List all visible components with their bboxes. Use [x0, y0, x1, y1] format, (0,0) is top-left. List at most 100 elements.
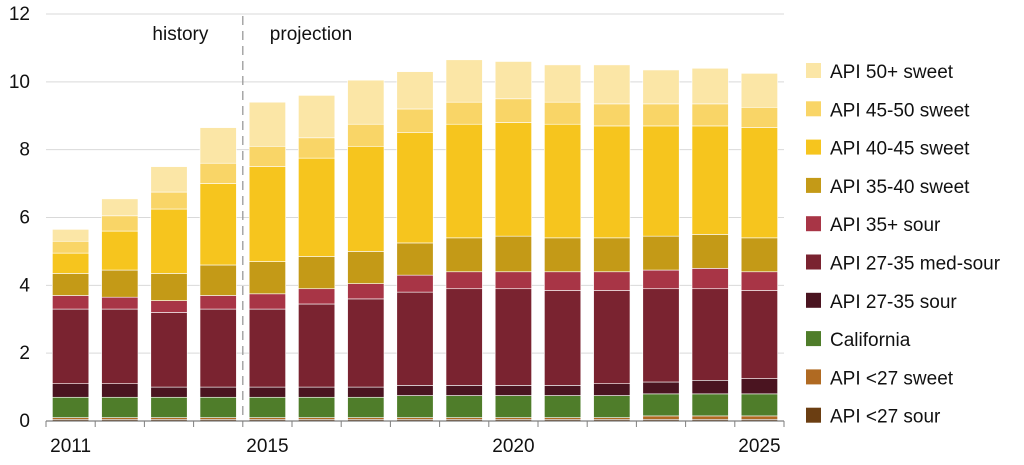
- bar-segment: [347, 396, 385, 418]
- bar-segment: [52, 383, 90, 398]
- bar-segment: [199, 162, 237, 184]
- bar-segment: [101, 198, 139, 217]
- legend-swatch: [806, 331, 821, 347]
- bar-segment: [52, 308, 90, 384]
- bar-segment: [101, 230, 139, 271]
- legend-swatch: [806, 216, 821, 232]
- y-tick-label: 6: [19, 208, 30, 229]
- bar-segment: [494, 288, 532, 386]
- bar-segment: [740, 127, 778, 239]
- bar-segment: [347, 123, 385, 147]
- bar-segment: [150, 208, 188, 274]
- bar-segment: [150, 386, 188, 398]
- bar-segment: [248, 293, 286, 310]
- y-tick-label: 8: [19, 140, 30, 161]
- bar-segment: [593, 125, 631, 239]
- x-tick-label: 2011: [50, 436, 91, 457]
- legend-swatch: [806, 139, 821, 155]
- bar-segment: [642, 381, 680, 395]
- y-tick-label: 10: [9, 72, 30, 93]
- bar-segment: [445, 101, 483, 125]
- legend-label: API <27 sweet: [830, 368, 954, 389]
- legend-label: California: [830, 330, 911, 351]
- bar-segment: [347, 283, 385, 300]
- bar-segment: [642, 103, 680, 127]
- bar-segment: [298, 256, 336, 290]
- bar-segment: [101, 269, 139, 298]
- bar-segment: [347, 386, 385, 398]
- bar-segment: [544, 271, 582, 291]
- bar-segment: [150, 166, 188, 193]
- bar-segment: [298, 157, 336, 257]
- bar-segment: [691, 288, 729, 381]
- bar-segment: [593, 395, 631, 418]
- bar-segment: [396, 242, 434, 276]
- x-tick-label: 2025: [738, 436, 780, 457]
- bar-segment: [691, 67, 729, 105]
- bar-segment: [593, 383, 631, 396]
- legend-swatch: [806, 63, 821, 78]
- x-tick-label: 2015: [246, 436, 288, 457]
- bar-segment: [396, 395, 434, 418]
- bar-segment: [494, 385, 532, 396]
- bar-segment: [691, 393, 729, 417]
- bar-segment: [740, 106, 778, 128]
- legend-label: API 35-40 sweet: [830, 177, 970, 198]
- bar-segment: [248, 166, 286, 262]
- bar-segment: [52, 396, 90, 418]
- bar-segment: [150, 191, 188, 210]
- bar-segment: [199, 264, 237, 296]
- legend-label: API 50+ sweet: [830, 62, 954, 83]
- y-tick-label: 0: [19, 411, 30, 432]
- bar-segment: [740, 378, 778, 395]
- y-tick-label: 4: [19, 275, 30, 296]
- bar-segment: [199, 127, 237, 164]
- bar-segment: [642, 288, 680, 383]
- bar-segment: [445, 288, 483, 386]
- legend-label: API 40-45 sweet: [830, 139, 970, 160]
- bar-segment: [396, 108, 434, 134]
- legend-label: API 27-35 med-sour: [830, 254, 1001, 275]
- bar-segment: [298, 95, 336, 139]
- bar-segment: [691, 234, 729, 269]
- bar-segment: [593, 237, 631, 273]
- bar-segment: [445, 385, 483, 396]
- legend-swatch: [806, 177, 821, 193]
- bar-segment: [396, 71, 434, 110]
- bar-segment: [740, 393, 778, 417]
- bar-segment: [150, 396, 188, 418]
- bar-segment: [150, 273, 188, 301]
- bar-segment: [199, 386, 237, 398]
- bar-segment: [544, 64, 582, 103]
- legend-swatch: [806, 254, 821, 270]
- bar-segment: [150, 312, 188, 388]
- bar-segment: [298, 137, 336, 159]
- bar-segment: [445, 271, 483, 290]
- legend-label: API 35+ sour: [830, 215, 941, 236]
- history-label: history: [152, 24, 208, 45]
- bar-segment: [544, 237, 582, 273]
- bar-segment: [347, 79, 385, 125]
- bar-segment: [691, 379, 729, 395]
- axes: 0 2 4 6 8 10 12 2011 2015 2020 2025: [9, 4, 785, 457]
- bar-segment: [740, 237, 778, 273]
- bar-segment: [150, 300, 188, 313]
- bar-segment: [298, 396, 336, 418]
- legend-swatch: [806, 407, 821, 423]
- bar-segment: [740, 290, 778, 379]
- bar-segment: [199, 308, 237, 388]
- bar-segment: [298, 386, 336, 398]
- bar-segment: [298, 303, 336, 388]
- bar-segment: [642, 235, 680, 271]
- bar-segment: [642, 125, 680, 237]
- bar-segment: [101, 308, 139, 384]
- bar-segment: [396, 291, 434, 386]
- bar-segment: [396, 385, 434, 396]
- bar-segment: [544, 385, 582, 396]
- legend-swatch: [806, 369, 821, 385]
- bar-segment: [445, 59, 483, 103]
- bars: [52, 59, 778, 422]
- bar-segment: [101, 396, 139, 418]
- bar-segment: [248, 308, 286, 388]
- legend-swatch: [806, 101, 821, 117]
